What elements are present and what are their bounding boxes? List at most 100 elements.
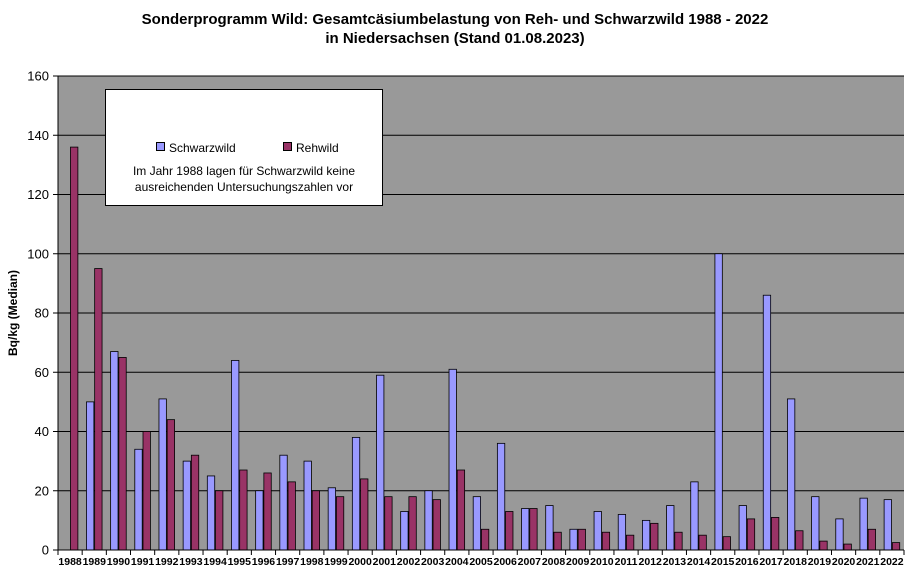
bar-schwarzwild-2009 — [569, 528, 578, 551]
x-tick-label-2002: 2002 — [397, 556, 421, 568]
bar-schwarzwild-2000 — [351, 437, 361, 551]
x-tick-label-2019: 2019 — [808, 556, 832, 568]
x-tick-label-2000: 2000 — [348, 556, 372, 568]
x-tick-label-2001: 2001 — [373, 556, 397, 568]
bar-schwarzwild-1991 — [134, 448, 143, 551]
bar-rehwild-2017 — [771, 517, 780, 551]
y-axis-label: Bq/kg (Median) — [6, 270, 20, 356]
bar-schwarzwild-1998 — [303, 460, 312, 551]
bar-rehwild-2020 — [843, 543, 852, 551]
bar-rehwild-1989 — [94, 268, 103, 551]
bar-schwarzwild-2015 — [714, 253, 723, 551]
y-tick-label: 140 — [27, 128, 49, 143]
bar-rehwild-2012 — [650, 522, 659, 551]
bar-schwarzwild-1999 — [327, 487, 336, 551]
bar-schwarzwild-2021 — [859, 497, 868, 551]
bar-schwarzwild-1990 — [110, 351, 119, 551]
x-tick-label-2013: 2013 — [663, 556, 687, 568]
bar-schwarzwild-2013 — [666, 505, 675, 551]
legend-swatch-rehwild — [283, 142, 292, 151]
x-tick-label-1999: 1999 — [324, 556, 348, 568]
bar-schwarzwild-1993 — [182, 460, 191, 551]
x-tick-label-2020: 2020 — [832, 556, 856, 568]
x-tick-label-1997: 1997 — [276, 556, 300, 568]
bar-schwarzwild-2012 — [642, 519, 651, 551]
x-tick-label-1991: 1991 — [131, 556, 155, 568]
bar-schwarzwild-2017 — [762, 294, 772, 551]
bar-schwarzwild-1994 — [206, 475, 216, 551]
bar-schwarzwild-2010 — [593, 511, 602, 551]
legend-label-rehwild: Rehwild — [296, 141, 339, 155]
x-tick-label-2022: 2022 — [880, 556, 904, 568]
bar-schwarzwild-2004 — [448, 368, 457, 551]
y-tick-label: 120 — [27, 187, 49, 202]
legend-item-rehwild: Rehwild — [283, 141, 339, 155]
y-tick-label: 20 — [35, 483, 49, 498]
bar-schwarzwild-2022 — [883, 499, 892, 551]
bar-rehwild-1998 — [311, 490, 321, 551]
bar-schwarzwild-1995 — [231, 359, 240, 551]
y-tick-label: 100 — [27, 246, 49, 261]
bar-schwarzwild-2003 — [424, 490, 433, 551]
x-tick-label-2010: 2010 — [590, 556, 614, 568]
bar-rehwild-2013 — [674, 531, 683, 551]
x-tick-label-2007: 2007 — [518, 556, 542, 568]
bar-schwarzwild-1992 — [158, 398, 167, 551]
x-tick-label-1992: 1992 — [155, 556, 179, 568]
bar-rehwild-2022 — [891, 542, 901, 551]
bar-rehwild-2010 — [601, 531, 611, 551]
x-tick-label-1988: 1988 — [58, 556, 82, 568]
x-tick-label-2015: 2015 — [711, 556, 735, 568]
x-tick-label-2011: 2011 — [615, 556, 638, 568]
x-tick-label-2005: 2005 — [469, 556, 493, 568]
bar-schwarzwild-2005 — [472, 496, 482, 551]
bar-rehwild-2006 — [505, 511, 514, 551]
bar-schwarzwild-2016 — [738, 505, 747, 551]
bar-rehwild-1994 — [215, 490, 224, 551]
x-tick-label-1990: 1990 — [107, 556, 131, 568]
legend: Schwarzwild Rehwild Im Jahr 1988 lagen f… — [105, 89, 383, 206]
bar-schwarzwild-2008 — [545, 505, 554, 551]
bar-schwarzwild-2001 — [376, 374, 385, 551]
bar-rehwild-2009 — [577, 528, 586, 551]
y-tick-label: 160 — [27, 69, 49, 84]
bar-schwarzwild-2002 — [400, 511, 409, 551]
legend-annotation: Im Jahr 1988 lagen für Schwarzwild keine… — [106, 163, 382, 195]
chart-title: Sonderprogramm Wild: Gesamtcäsiumbelastu… — [0, 10, 910, 48]
x-tick-label-1998: 1998 — [300, 556, 324, 568]
bar-schwarzwild-1997 — [279, 454, 288, 551]
bar-rehwild-2007 — [529, 508, 538, 551]
x-tick-label-2012: 2012 — [639, 556, 663, 568]
bar-rehwild-2018 — [795, 530, 804, 551]
bar-rehwild-2001 — [384, 496, 393, 551]
annotation-text: Im Jahr 1988 lagen für Schwarzwild keine… — [132, 164, 356, 194]
bar-schwarzwild-2018 — [787, 398, 796, 551]
bar-rehwild-1992 — [166, 419, 175, 551]
bar-rehwild-2005 — [480, 528, 490, 551]
bar-rehwild-1988 — [70, 146, 79, 551]
bar-rehwild-2003 — [432, 499, 441, 551]
x-tick-label-1994: 1994 — [203, 556, 227, 568]
y-tick-label: 0 — [42, 543, 49, 558]
x-tick-label-2021: 2021 — [856, 556, 880, 568]
legend-entries: Schwarzwild Rehwild — [106, 141, 382, 155]
bar-rehwild-1993 — [190, 454, 200, 551]
x-tick-label-2017: 2017 — [759, 556, 783, 568]
bar-rehwild-1997 — [287, 481, 296, 551]
x-tick-label-2004: 2004 — [445, 556, 469, 568]
bar-schwarzwild-2014 — [690, 481, 699, 551]
bar-schwarzwild-2011 — [617, 514, 627, 551]
bar-schwarzwild-1996 — [255, 490, 264, 551]
bar-rehwild-1999 — [335, 496, 345, 551]
bar-rehwild-2004 — [456, 469, 466, 551]
x-tick-label-1995: 1995 — [228, 556, 252, 568]
legend-label-schwarzwild: Schwarzwild — [169, 141, 236, 155]
y-tick-label: 40 — [35, 424, 49, 439]
x-tick-label-1996: 1996 — [252, 556, 276, 568]
x-tick-label-2018: 2018 — [784, 556, 808, 568]
chart-title-line1: Sonderprogramm Wild: Gesamtcäsiumbelastu… — [141, 11, 769, 28]
chart-title-line2: in Niedersachsen (Stand 01.08.2023) — [325, 30, 585, 47]
bar-rehwild-1996 — [263, 472, 272, 551]
